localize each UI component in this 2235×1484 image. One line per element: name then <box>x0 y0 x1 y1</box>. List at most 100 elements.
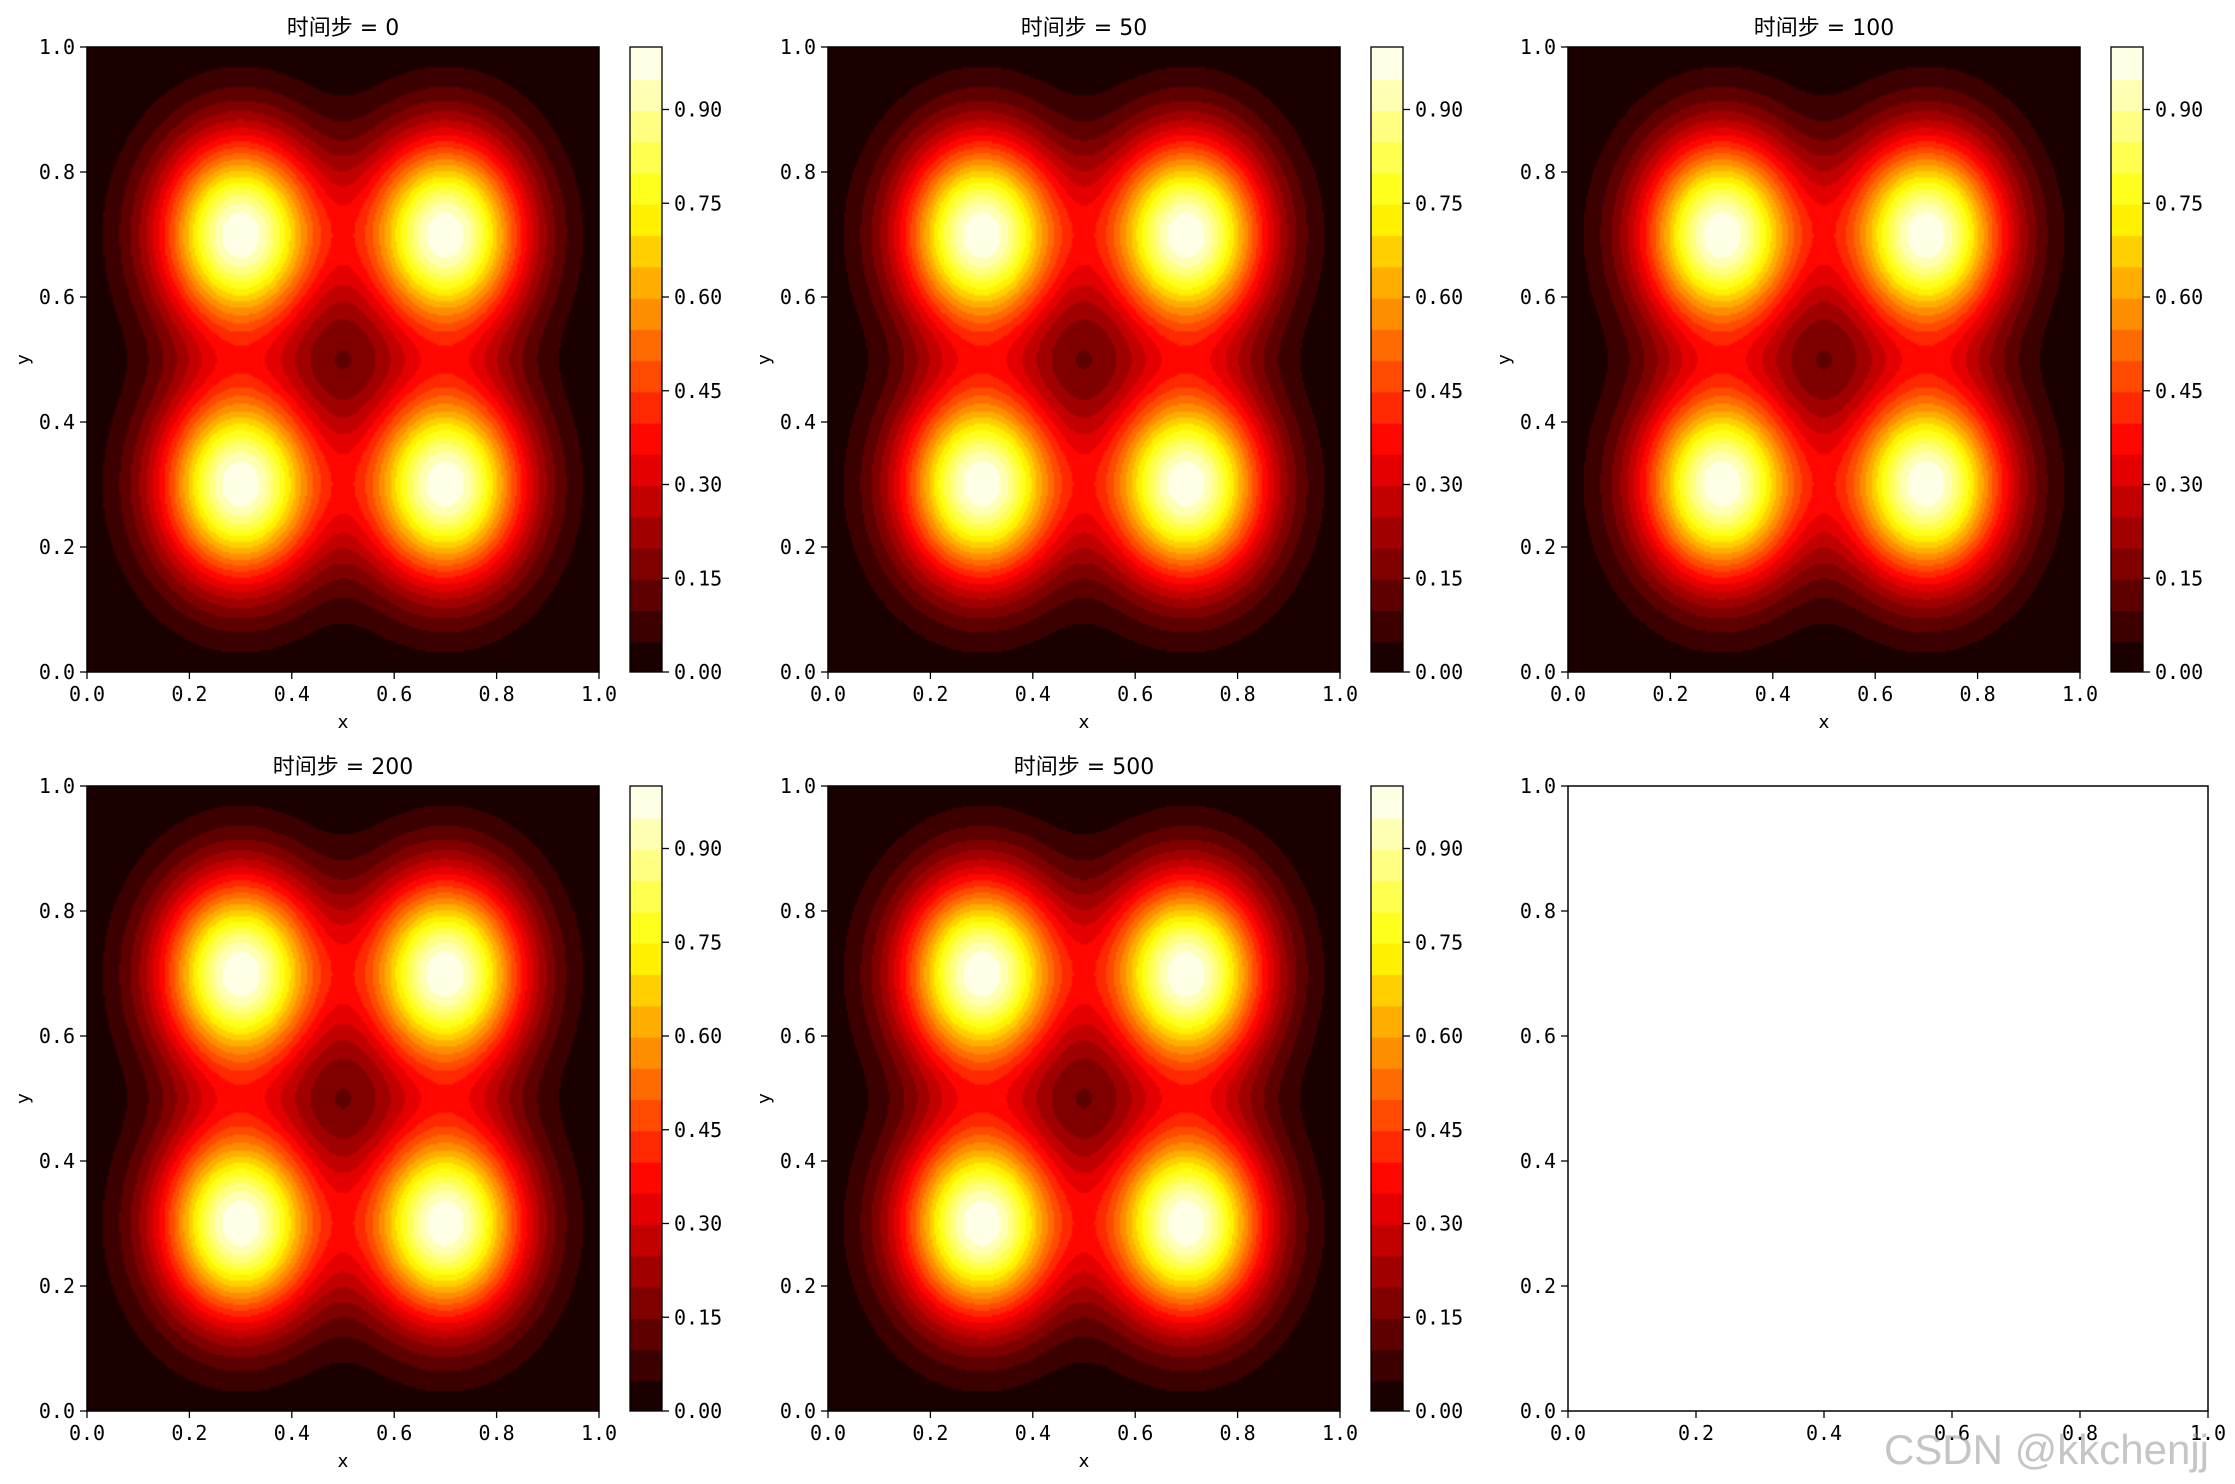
y-tick-label: 0.4 <box>780 410 816 434</box>
x-tick-label: 0.0 <box>1550 1421 1586 1445</box>
colorbar-tick-label: 0.30 <box>674 1212 722 1236</box>
heatmap-image <box>828 786 1340 1411</box>
subplot-6: 0.0 0.2 0.4 0.6 0.8 1.0 0.0 0.2 0.4 0.6 0.8 1.0 <box>1520 774 2226 1445</box>
colorbar-tick-label: 0.30 <box>1415 473 1463 497</box>
colorbar-gradient <box>2111 47 2143 672</box>
y-tick-label: 0.4 <box>1520 1149 1556 1173</box>
y-tick-label: 0.0 <box>1520 660 1556 684</box>
colorbar-tick-label: 0.60 <box>2155 285 2203 309</box>
x-tick-label: 0.2 <box>912 1421 948 1445</box>
colorbar-tick-label: 0.30 <box>2155 473 2203 497</box>
y-tick-label: 0.8 <box>39 160 75 184</box>
y-tick-label: 0.2 <box>780 535 816 559</box>
y-tick-label: 0.0 <box>780 660 816 684</box>
colorbar-tick-label: 0.00 <box>2155 660 2203 684</box>
colorbar-tick-label: 0.00 <box>1415 660 1463 684</box>
colorbar-gradient <box>630 47 662 672</box>
x-axis-label: x <box>1079 1451 1090 1472</box>
y-tick-label: 0.2 <box>780 1274 816 1298</box>
subplot-title: 时间步 = 500 <box>1014 755 1154 780</box>
colorbar-tick-label: 0.90 <box>1415 98 1463 122</box>
y-tick-label: 0.8 <box>780 160 816 184</box>
colorbar-gradient <box>630 786 662 1411</box>
x-axis-label: x <box>1819 712 1830 733</box>
x-tick-label: 0.2 <box>171 1421 207 1445</box>
axes-frame <box>1567 46 2081 673</box>
x-tick-label: 0.0 <box>1550 682 1586 706</box>
y-tick-label: 0.4 <box>780 1149 816 1173</box>
x-tick-label: 1.0 <box>1322 1421 1358 1445</box>
colorbar-frame <box>629 46 663 673</box>
axes-frame <box>827 46 1341 673</box>
x-tick-label: 0.8 <box>479 682 515 706</box>
y-tick-label: 0.6 <box>1520 285 1556 309</box>
x-axis-label: x <box>338 1451 349 1472</box>
x-tick-label: 0.6 <box>1934 1421 1970 1445</box>
x-tick-label: 0.4 <box>274 682 310 706</box>
subplot-title: 时间步 = 100 <box>1754 16 1894 41</box>
colorbar-frame <box>2110 46 2144 673</box>
colorbar-tick-label: 0.30 <box>674 473 722 497</box>
x-tick-label: 0.8 <box>2062 1421 2098 1445</box>
subplot-title: 时间步 = 50 <box>1021 16 1147 41</box>
colorbar-tick-label: 0.90 <box>2155 98 2203 122</box>
subplot-4: 0.0 0.2 0.4 0.6 0.8 1.0 0.0 0.2 0.4 0.6 0.8 1.0 x y 时间… <box>13 755 722 1472</box>
x-tick-label: 0.4 <box>1015 682 1051 706</box>
x-tick-label: 0.2 <box>912 682 948 706</box>
y-tick-label: 0.2 <box>39 1274 75 1298</box>
colorbar-tick-label: 0.15 <box>1415 1305 1463 1329</box>
y-tick-label: 1.0 <box>780 35 816 59</box>
colorbar-tick-label: 0.60 <box>1415 285 1463 309</box>
colorbar-tick-label: 0.45 <box>2155 379 2203 403</box>
y-tick-label: 1.0 <box>39 35 75 59</box>
y-tick-label: 1.0 <box>1520 35 1556 59</box>
colorbar-tick-label: 0.60 <box>674 285 722 309</box>
x-tick-label: 0.0 <box>810 1421 846 1445</box>
colorbar-tick-label: 0.15 <box>1415 566 1463 590</box>
y-tick-label: 0.6 <box>1520 1024 1556 1048</box>
x-tick-label: 0.0 <box>69 1421 105 1445</box>
y-axis-label: y <box>754 1093 775 1104</box>
watermark-text: CSDN @kkchenjj <box>1883 1426 2209 1473</box>
y-tick-label: 1.0 <box>39 774 75 798</box>
colorbar-tick-label: 0.75 <box>1415 930 1463 954</box>
y-tick-label: 0.4 <box>1520 410 1556 434</box>
colorbar: 0.00 0.15 0.30 0.45 0.60 0.75 0.90 <box>629 785 722 1423</box>
axes-frame <box>86 785 600 1412</box>
axes-frame <box>86 46 600 673</box>
x-tick-label: 0.6 <box>1857 682 1893 706</box>
y-axis-label: y <box>13 354 34 365</box>
axes-frame <box>1567 785 2209 1412</box>
subplot-title: 时间步 = 0 <box>287 16 399 41</box>
x-tick-label: 0.2 <box>171 682 207 706</box>
y-axis-label: y <box>754 354 775 365</box>
y-tick-label: 0.8 <box>1520 899 1556 923</box>
y-tick-label: 0.6 <box>39 285 75 309</box>
x-tick-label: 1.0 <box>581 682 617 706</box>
colorbar-frame <box>1370 46 1404 673</box>
colorbar-tick-label: 0.15 <box>674 1305 722 1329</box>
x-tick-label: 0.4 <box>1806 1421 1842 1445</box>
x-tick-label: 0.8 <box>1220 1421 1256 1445</box>
colorbar-tick-label: 0.30 <box>1415 1212 1463 1236</box>
colorbar-tick-label: 0.45 <box>1415 379 1463 403</box>
subplot-title: 时间步 = 200 <box>273 755 413 780</box>
y-tick-label: 0.0 <box>39 1399 75 1423</box>
colorbar-gradient <box>1371 786 1403 1411</box>
y-tick-label: 0.6 <box>39 1024 75 1048</box>
colorbar: 0.00 0.15 0.30 0.45 0.60 0.75 0.90 <box>629 46 722 684</box>
y-tick-label: 0.6 <box>780 285 816 309</box>
x-tick-label: 0.0 <box>69 682 105 706</box>
colorbar-tick-label: 0.60 <box>1415 1024 1463 1048</box>
x-tick-label: 1.0 <box>1322 682 1358 706</box>
x-tick-label: 0.8 <box>1960 682 1996 706</box>
heatmap-image <box>828 47 1340 672</box>
x-tick-label: 1.0 <box>2062 682 2098 706</box>
colorbar-tick-label: 0.90 <box>674 837 722 861</box>
x-tick-label: 0.6 <box>1117 1421 1153 1445</box>
colorbar: 0.00 0.15 0.30 0.45 0.60 0.75 0.90 <box>1370 785 1463 1423</box>
y-tick-label: 0.4 <box>39 410 75 434</box>
y-tick-label: 0.8 <box>1520 160 1556 184</box>
colorbar-tick-label: 0.75 <box>674 191 722 215</box>
colorbar-tick-label: 0.00 <box>1415 1399 1463 1423</box>
